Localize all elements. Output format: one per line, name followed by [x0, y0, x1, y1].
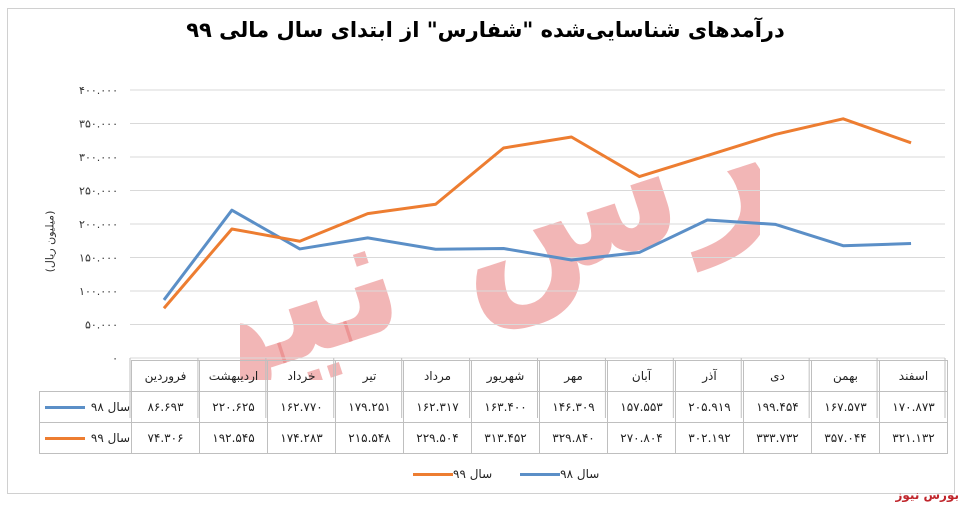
x-tick-label: شهریور	[471, 360, 540, 392]
series-line-0	[162, 208, 912, 301]
data-label: ۲۱۵.۵۴۸	[335, 422, 404, 454]
x-tick-label: مرداد	[403, 360, 472, 392]
data-label: ۱۴۶.۳۰۹	[539, 391, 608, 423]
series-name: سال ۹۹	[90, 431, 131, 446]
x-tick-label: اسفند	[879, 360, 948, 392]
data-label: ۲۲۹.۵۰۴	[403, 422, 472, 454]
y-tick-label: ۳۵۰.۰۰۰	[79, 118, 118, 131]
series-line-1	[162, 117, 912, 310]
x-tick-label: اردیبهشت	[199, 360, 268, 392]
y-tick-label: ۳۰۰.۰۰۰	[79, 151, 118, 164]
data-label: ۲۷۰.۸۰۴	[607, 422, 676, 454]
y-tick-label: ۱۵۰.۰۰۰	[79, 252, 118, 265]
data-label: ۳۲۹.۸۴۰	[539, 422, 608, 454]
data-label: ۲۰۵.۹۱۹	[675, 391, 744, 423]
y-tick-label: ۰	[112, 352, 118, 365]
chart-legend: سال ۹۸ سال ۹۹	[385, 467, 599, 481]
x-tick-label: آبان	[607, 360, 676, 392]
chart-title: درآمدهای شناسایی‌شده "شفارس" از ابتدای س…	[186, 18, 785, 42]
source-label: بورس نیوز	[895, 488, 959, 502]
data-label: ۱۹۹.۴۵۴	[743, 391, 812, 423]
series-label-cell: سال ۹۹	[39, 422, 132, 454]
data-label: ۱۶۲.۷۷۰	[267, 391, 336, 423]
data-label: ۲۲۰.۶۲۵	[199, 391, 268, 423]
y-tick-label: ۲۵۰.۰۰۰	[79, 185, 118, 198]
table-corner	[40, 361, 132, 392]
x-tick-label: آذر	[675, 360, 744, 392]
y-axis-label: (میلیون ریال)	[43, 210, 57, 273]
y-tick-label: ۱۰۰.۰۰۰	[79, 285, 118, 298]
legend-label: سال ۹۹	[453, 467, 493, 481]
data-label: ۳۳۳.۷۳۲	[743, 422, 812, 454]
x-tick-label: مهر	[539, 360, 608, 392]
table-row: سال ۹۹ ۷۴.۳۰۶ ۱۹۲.۵۴۵ ۱۷۴.۲۸۳ ۲۱۵.۵۴۸ ۲۲۹.۵۰۴…	[39, 422, 948, 454]
data-label: ۳۰۲.۱۹۲	[675, 422, 744, 454]
table-row: سال ۹۸ ۸۶.۶۹۳ ۲۲۰.۶۲۵ ۱۶۲.۷۷۰ ۱۷۹.۲۵۱ ۱۶۲.۳۱۷…	[39, 391, 948, 423]
legend-swatch	[413, 473, 453, 476]
data-label: ۱۶۲.۳۱۷	[403, 391, 472, 423]
data-label: ۷۴.۳۰۶	[131, 422, 200, 454]
data-label: ۳۱۳.۴۵۲	[471, 422, 540, 454]
series-name: سال ۹۸	[90, 400, 131, 415]
data-label: ۱۶۷.۵۷۳	[811, 391, 880, 423]
series-swatch	[44, 436, 85, 440]
series-swatch	[44, 405, 85, 409]
y-tick-label: ۴۰۰.۰۰۰	[79, 84, 118, 97]
data-label: ۱۵۷.۵۵۳	[607, 391, 676, 423]
series-label-cell: سال ۹۸	[39, 391, 132, 423]
x-tick-label: فروردین	[131, 360, 200, 392]
data-label: ۱۷۹.۲۵۱	[335, 391, 404, 423]
data-label: ۳۵۷.۰۴۴	[811, 422, 880, 454]
data-label: ۱۹۲.۵۴۵	[199, 422, 268, 454]
data-table: فروردین اردیبهشت خرداد تیر مرداد شهریور مهر آبا…	[39, 360, 948, 454]
x-tick-label: خرداد	[267, 360, 336, 392]
legend-item: سال ۹۹	[407, 467, 492, 481]
x-tick-label: بهمن	[811, 360, 880, 392]
data-label: ۸۶.۶۹۳	[131, 391, 200, 423]
legend-swatch	[520, 473, 561, 476]
data-label: ۳۲۱.۱۳۲	[879, 422, 948, 454]
x-tick-label: دی	[743, 360, 812, 392]
y-tick-label: ۵۰.۰۰۰	[85, 319, 118, 332]
legend-item: سال ۹۸	[514, 467, 599, 481]
data-label: ۱۶۳.۴۰۰	[471, 391, 540, 423]
legend-label: سال ۹۸	[560, 467, 600, 481]
data-label: ۱۷۴.۲۸۳	[267, 422, 336, 454]
x-tick-label: تیر	[335, 360, 404, 392]
data-label: ۱۷۰.۸۷۳	[879, 391, 948, 423]
y-tick-label: ۲۰۰.۰۰۰	[79, 218, 118, 231]
